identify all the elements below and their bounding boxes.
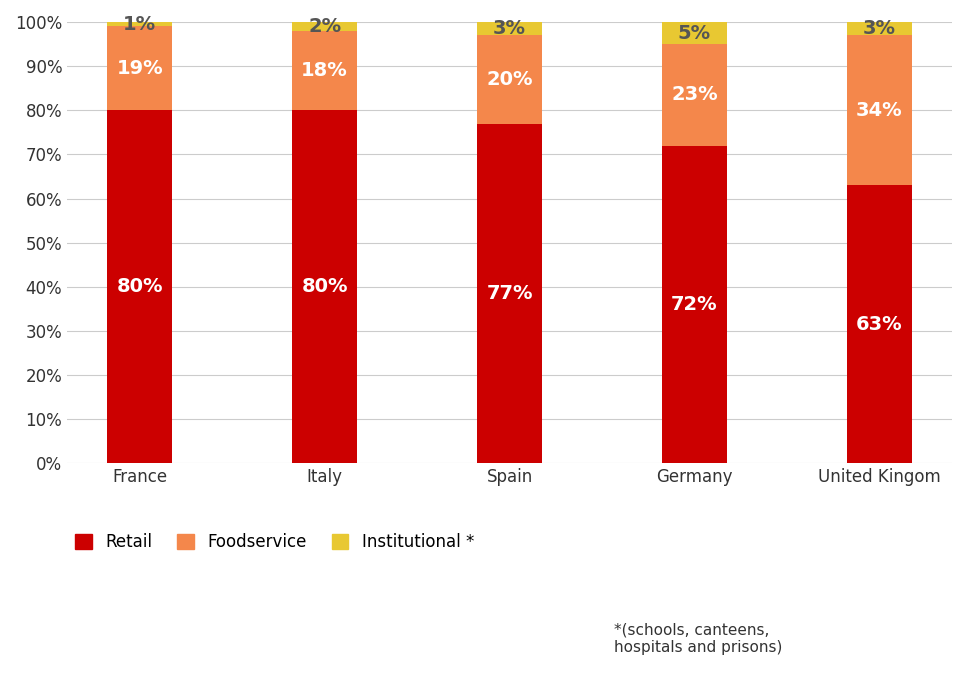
Text: *(schools, canteens,
hospitals and prisons): *(schools, canteens, hospitals and priso… [614,622,782,655]
Bar [662,44,727,146]
Bar [477,35,542,124]
Text: 23%: 23% [671,85,718,104]
Text: 3%: 3% [863,19,895,38]
Bar [107,27,172,110]
Text: 72%: 72% [671,295,718,314]
Legend: Retail, Foodservice, Institutional *: Retail, Foodservice, Institutional * [75,534,474,551]
Text: 3%: 3% [493,19,526,38]
Bar [292,22,357,31]
Text: 1%: 1% [123,15,157,34]
Bar [292,31,357,110]
Bar [662,146,727,463]
Text: 80%: 80% [116,277,163,296]
Text: 80%: 80% [302,277,348,296]
Bar [847,186,912,463]
Text: 18%: 18% [302,61,348,80]
Bar [477,124,542,463]
Text: 77%: 77% [486,284,533,303]
Bar [847,22,912,35]
Text: 63%: 63% [856,315,903,334]
Bar [107,22,172,27]
Bar [292,110,357,463]
Text: 2%: 2% [308,17,341,36]
Text: 20%: 20% [486,70,533,89]
Text: 34%: 34% [856,101,903,120]
Text: 19%: 19% [116,59,163,78]
Bar [847,35,912,186]
Bar [662,22,727,44]
Text: 5%: 5% [678,24,711,43]
Bar [107,110,172,463]
Bar [477,22,542,35]
